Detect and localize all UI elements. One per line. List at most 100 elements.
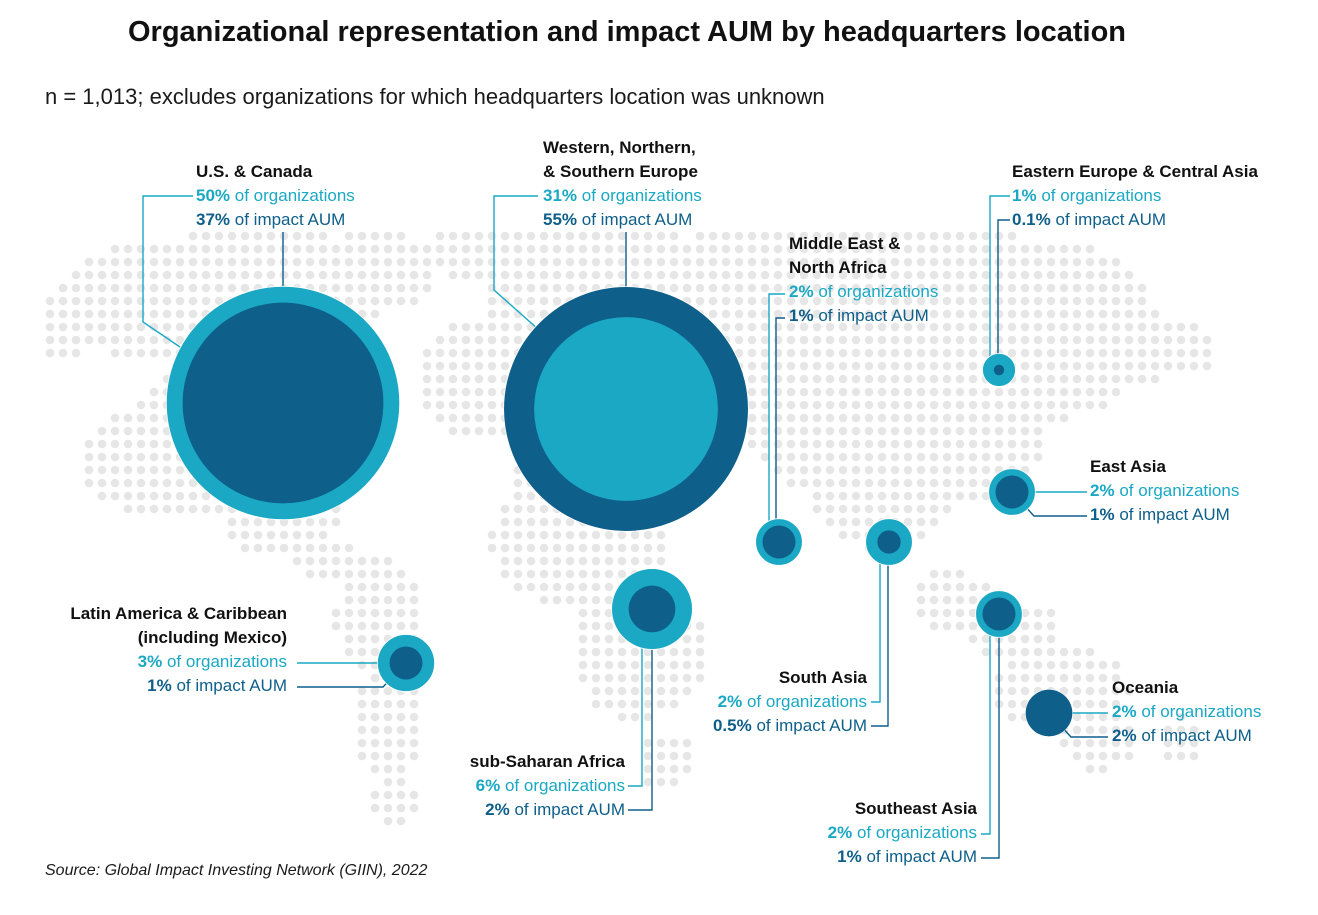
map-dot [357,725,367,735]
map-dot [695,244,705,254]
map-dot [916,348,926,358]
map-dot [383,751,393,761]
map-dot [916,296,926,306]
map-dot [929,608,939,618]
map-dot [266,231,276,241]
map-dot [214,244,224,254]
map-dot [474,426,484,436]
map-dot [383,283,393,293]
map-dot [981,270,991,280]
map-dot [812,231,822,241]
map-dot [903,244,913,254]
map-dot [1176,361,1186,371]
map-dot [656,686,666,696]
map-dot [630,244,640,254]
map-dot [942,569,952,579]
map-dot [773,465,783,475]
map-dot [383,257,393,267]
map-dot [942,608,952,618]
map-dot [760,322,770,332]
map-dot [1072,348,1082,358]
map-dot [1098,322,1108,332]
map-dot [760,335,770,345]
map-dot [1124,686,1134,696]
map-dot [877,400,887,410]
map-dot [929,283,939,293]
map-dot [1007,686,1017,696]
map-dot [630,673,640,683]
map-dot [955,361,965,371]
map-dot [578,231,588,241]
map-dot [1007,699,1017,709]
map-dot [916,517,926,527]
map-dot [838,322,848,332]
map-dot [305,517,315,527]
map-dot [578,660,588,670]
map-dot [422,283,432,293]
map-dot [955,491,965,501]
map-dot [175,309,185,319]
map-dot [942,270,952,280]
map-dot [305,257,315,267]
map-dot [1059,400,1069,410]
map-dot [864,400,874,410]
map-dot [1046,387,1056,397]
map-dot [955,270,965,280]
map-dot [1059,348,1069,358]
map-dot [747,322,757,332]
map-dot [1072,270,1082,280]
map-dot [1033,647,1043,657]
map-dot [1020,270,1030,280]
map-dot [526,530,536,540]
map-dot [1033,439,1043,449]
map-dot [513,556,523,566]
map-dot [123,426,133,436]
map-dot [734,348,744,358]
map-dot [773,231,783,241]
map-dot [1111,751,1121,761]
map-dot [383,244,393,254]
map-dot [97,296,107,306]
map-dot [253,270,263,280]
map-dot [292,517,302,527]
map-dot [227,517,237,527]
map-dot [318,543,328,553]
map-dot [84,322,94,332]
map-dot [1033,257,1043,267]
map-dot [851,465,861,475]
map-dot [786,348,796,358]
map-dot [890,439,900,449]
map-dot [1111,725,1121,735]
map-dot [513,296,523,306]
bubble-ee-impact-aum [993,364,1005,376]
map-dot [175,465,185,475]
map-dot [903,413,913,423]
map-dot [1111,699,1121,709]
map-dot [1124,751,1134,761]
map-dot [1137,374,1147,384]
map-dot [1137,335,1147,345]
map-dot [396,296,406,306]
map-dot [864,283,874,293]
map-dot [734,296,744,306]
map-dot [1150,348,1160,358]
map-dot [786,296,796,306]
map-dot [227,244,237,254]
map-dot [591,582,601,592]
map-dot [448,387,458,397]
map-dot [539,270,549,280]
map-dot [643,751,653,761]
map-dot [123,452,133,462]
region-label-sub-saharan-africa: sub-Saharan Africa 6% of organizations 2… [470,750,625,822]
map-dot [1046,257,1056,267]
map-dot [604,699,614,709]
map-dot [994,413,1004,423]
map-dot [617,699,627,709]
map-dot [864,465,874,475]
map-dot [669,660,679,670]
map-dot [409,296,419,306]
map-dot [370,582,380,592]
map-dot [1137,296,1147,306]
map-dot [591,660,601,670]
map-dot [344,595,354,605]
